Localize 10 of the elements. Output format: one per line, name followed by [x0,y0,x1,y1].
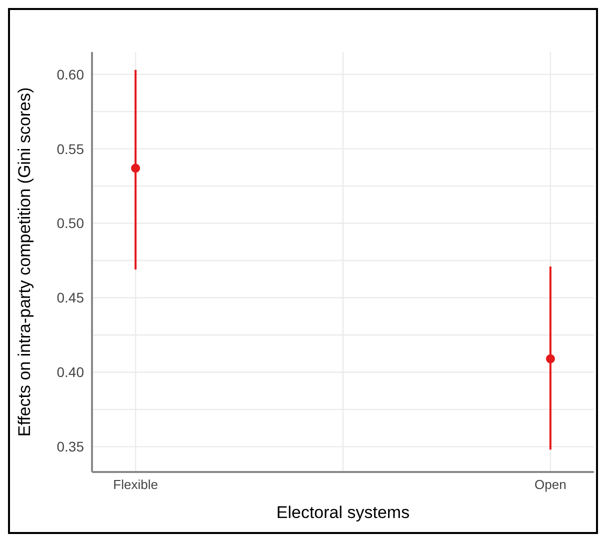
y-tick-label: 0.50 [56,215,84,232]
y-tick-label: 0.55 [56,140,84,157]
y-axis-title: Effects on intra-party competition (Gini scores) [15,87,34,437]
x-tick-label: Flexible [113,477,158,492]
x-axis-title: Electoral systems [276,503,410,522]
y-tick-label: 0.45 [56,290,84,306]
y-tick-label: 0.40 [56,364,84,380]
y-tick-label: 0.35 [56,438,84,455]
x-tick-label: Open [534,477,566,492]
y-tick-label: 0.60 [56,66,84,82]
